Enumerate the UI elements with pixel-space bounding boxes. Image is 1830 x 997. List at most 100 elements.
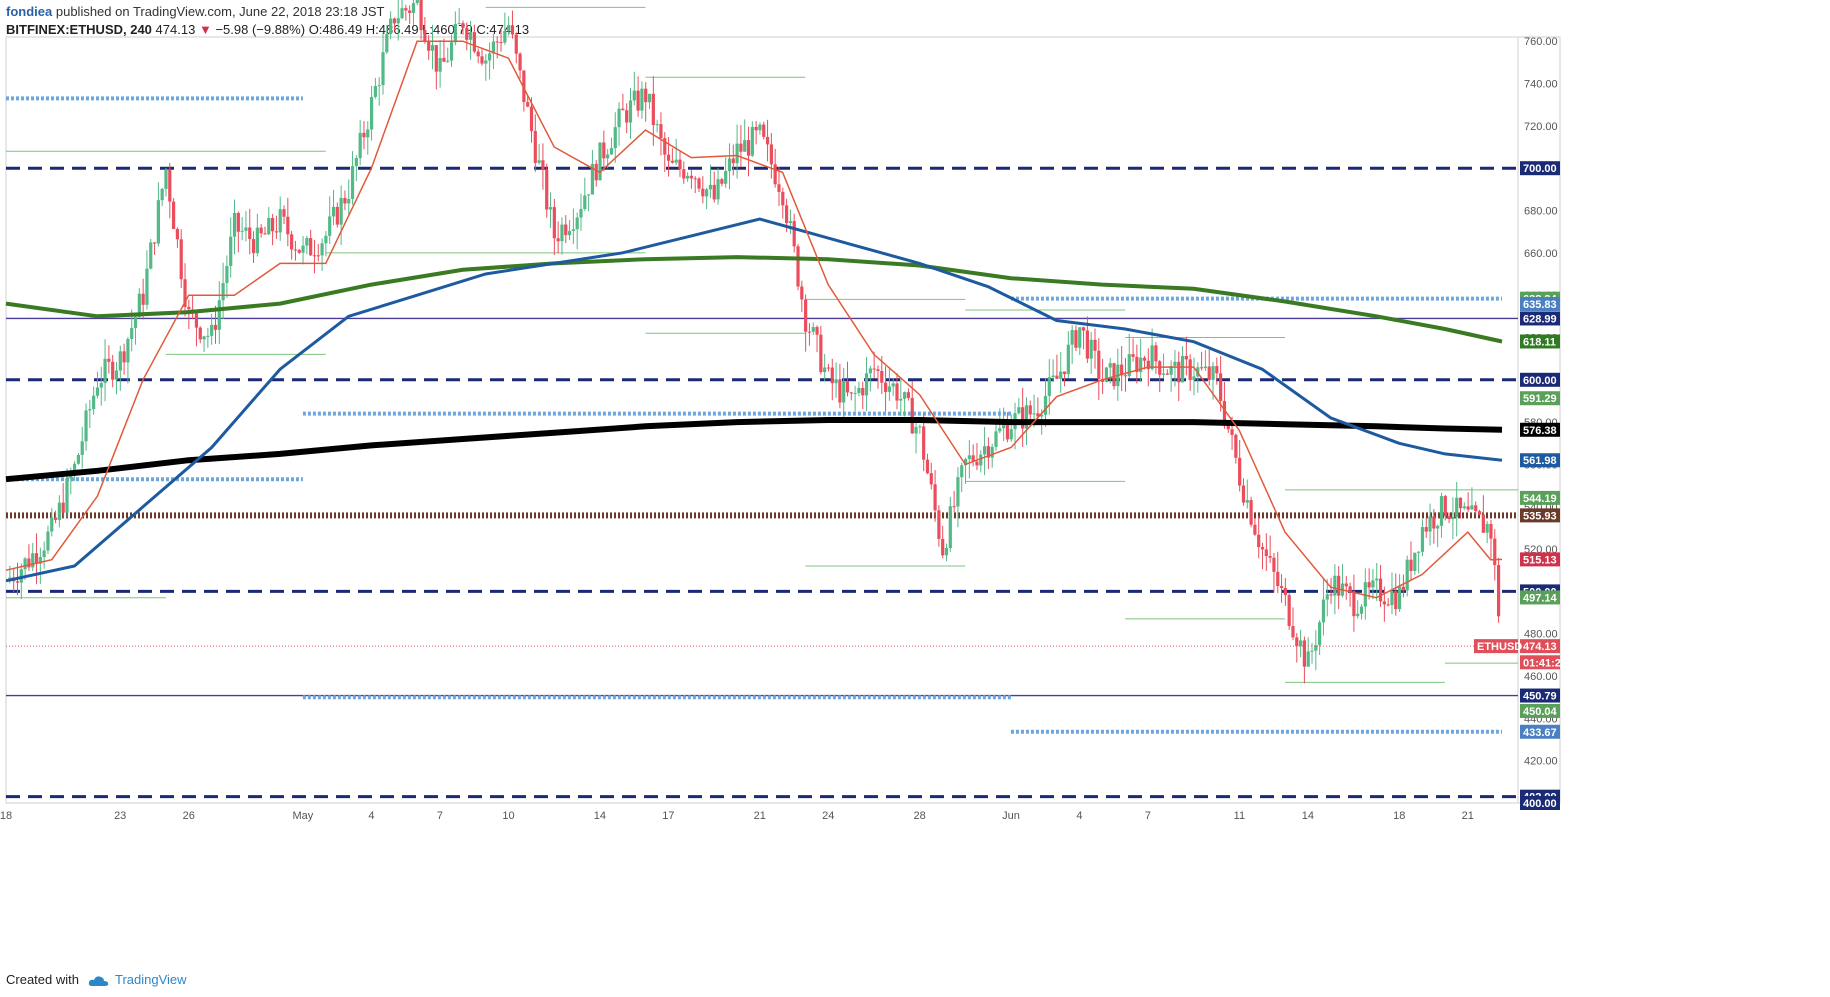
candle-body [777, 184, 781, 192]
candle-body [705, 189, 709, 197]
candle-body [784, 205, 789, 224]
candle-body [1276, 571, 1280, 587]
candle-body [743, 140, 747, 152]
candle-body [137, 293, 141, 317]
candle-body [442, 57, 446, 62]
candle-body [1177, 361, 1181, 383]
candle-body [1455, 497, 1459, 518]
candle-body [575, 217, 579, 230]
candle-body [883, 382, 888, 392]
author-link[interactable]: fondiea [6, 4, 53, 19]
candle-body [1447, 516, 1451, 520]
candle-body [617, 108, 621, 128]
candle-body [343, 197, 347, 204]
candle-body [613, 127, 617, 149]
candle-body [457, 23, 461, 25]
candle-body [164, 169, 168, 189]
envelope-lines [6, 6, 1518, 683]
candle-body [1009, 429, 1013, 440]
candle-body [651, 93, 655, 125]
x-tick-label: 7 [1145, 810, 1151, 822]
candle-body [46, 531, 50, 551]
candle-body [788, 221, 793, 224]
tradingview-brand-link[interactable]: TradingView [115, 972, 187, 987]
candle-body [1477, 511, 1482, 515]
candle-body [819, 334, 823, 373]
candle-body [666, 154, 671, 161]
y-tick-label: 680.00 [1524, 206, 1558, 218]
candle-body [434, 45, 438, 72]
candle-body [1432, 516, 1436, 529]
candle-body [1386, 604, 1390, 606]
candle-body [1131, 354, 1135, 357]
candle-body [1493, 538, 1497, 566]
candle-body [1245, 500, 1249, 503]
chart-footer: Created with TradingView [0, 966, 1830, 997]
candle-body [1104, 367, 1109, 382]
candle-body [1272, 557, 1276, 572]
candle-body [1496, 565, 1501, 617]
candle-body [95, 387, 100, 396]
candle-body [979, 454, 983, 466]
price-label-box [1520, 590, 1560, 605]
x-tick-label: 10 [502, 810, 514, 822]
candle-body [149, 242, 153, 269]
price-label-box [1520, 508, 1560, 523]
candle-body [1371, 580, 1375, 588]
candle-body [583, 195, 587, 209]
candle-body [1382, 601, 1386, 605]
candle-body [906, 392, 911, 398]
price-label: 01:41:27 [1523, 657, 1567, 669]
candle-body [967, 455, 971, 460]
candle-body [392, 18, 397, 24]
candle-body [1321, 599, 1326, 623]
candle-body [1329, 594, 1333, 596]
change-arrow-icon: ▼ [198, 22, 212, 37]
candle-body [213, 324, 218, 330]
candle-body [537, 160, 541, 163]
symbol-tag-box [1474, 639, 1518, 654]
candle-body [792, 221, 796, 247]
candle-body [389, 18, 393, 35]
candle-body [929, 473, 933, 485]
candle-body [1458, 497, 1463, 509]
candle-body [194, 313, 199, 328]
price-chart[interactable]: 400.00420.00440.00460.00480.00500.00520.… [0, 0, 1830, 966]
candle-body [1002, 425, 1006, 429]
candle-body [480, 56, 484, 64]
candle-body [1436, 525, 1440, 529]
candle-body [339, 197, 343, 225]
candle-body [427, 41, 431, 51]
candle-body [963, 459, 968, 466]
candle-body [765, 136, 770, 145]
candle-body [880, 371, 884, 383]
candle-body [1306, 651, 1310, 667]
candle-body [823, 367, 827, 373]
price-label-box [1520, 391, 1560, 406]
candle-body [1474, 505, 1478, 512]
candle-body [15, 581, 20, 583]
candle-body [674, 159, 678, 163]
candle-body [1211, 366, 1215, 380]
candle-body [461, 23, 465, 28]
candle-body [998, 428, 1002, 432]
candle-body [1021, 407, 1025, 429]
candle-body [1192, 376, 1196, 381]
price-label: 400.00 [1523, 798, 1557, 810]
candle-body [1356, 613, 1360, 617]
candle-body [533, 131, 537, 163]
candle-body [1203, 366, 1208, 369]
candle-body [982, 446, 987, 455]
candle-body [682, 169, 686, 179]
candle-body [1036, 413, 1040, 417]
candle-body [1085, 330, 1089, 359]
candle-body [918, 426, 922, 428]
candle-body [80, 441, 84, 455]
candle-body [735, 143, 739, 164]
candle-body [1401, 586, 1405, 591]
candle-body [1241, 485, 1246, 503]
candle-body [686, 175, 690, 179]
candle-body [377, 85, 381, 87]
candle-body [1283, 587, 1287, 596]
published-text: published on TradingView.com, June 22, 2… [55, 4, 385, 19]
